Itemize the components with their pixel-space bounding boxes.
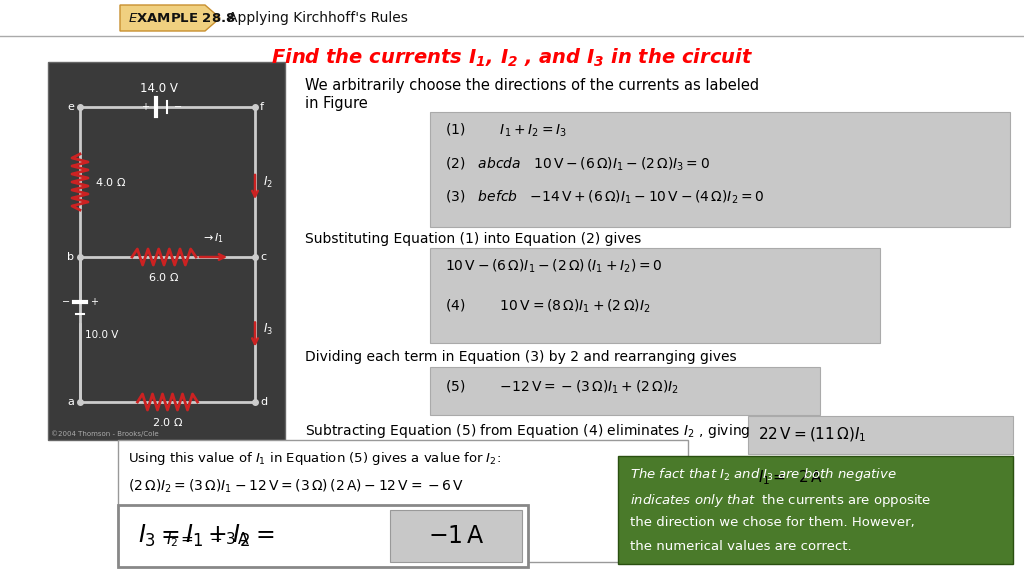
Bar [118, 505, 528, 567]
Text: 4.0 $\Omega$: 4.0 $\Omega$ [95, 176, 126, 188]
Text: Find the currents $\bfit{I}_1$, $\bfit{I}_2$ , and $\bfit{I}_3$ in the circuit: Find the currents $\bfit{I}_1$, $\bfit{I… [271, 47, 753, 69]
Text: The fact that $I_2$ and $I_3$ are both negative: The fact that $I_2$ and $I_3$ are both n… [630, 466, 897, 483]
Text: 2.0 $\Omega$: 2.0 $\Omega$ [152, 416, 183, 428]
Text: (1)        $I_1 + I_2 = I_3$: (1) $I_1 + I_2 = I_3$ [445, 122, 567, 139]
Text: d: d [260, 397, 267, 407]
Text: (4)        $10\,\mathrm{V} = (8\,\Omega)I_1 + (2\,\Omega)I_2$: (4) $10\,\mathrm{V} = (8\,\Omega)I_1 + (… [445, 298, 650, 316]
Bar [48, 62, 285, 440]
Text: $(2\,\Omega)I_2 = (3\,\Omega)I_1 - 12\,\mathrm{V} = (3\,\Omega)\,(2\,\mathrm{A}): $(2\,\Omega)I_2 = (3\,\Omega)I_1 - 12\,\… [128, 478, 464, 495]
Text: a: a [68, 397, 74, 407]
Bar [430, 112, 1010, 227]
Text: $10\,\mathrm{V} - (6\,\Omega)I_1 - (2\,\Omega)\,(I_1 + I_2) = 0$: $10\,\mathrm{V} - (6\,\Omega)I_1 - (2\,\… [445, 258, 663, 275]
Text: 14.0 V: 14.0 V [140, 82, 178, 95]
Text: $I_2$: $I_2$ [263, 175, 273, 190]
Text: (2)   $\mathit{abcda}$   $10\,\mathrm{V} - (6\,\Omega)I_1 - (2\,\Omega)I_3 = 0$: (2) $\mathit{abcda}$ $10\,\mathrm{V} - (… [445, 156, 710, 173]
Text: 10.0 V: 10.0 V [85, 330, 119, 340]
Text: $I_2 =\ \ -3\,\mathrm{A}$: $I_2 =\ \ -3\,\mathrm{A}$ [166, 530, 250, 549]
Text: 6.0 $\Omega$: 6.0 $\Omega$ [148, 271, 179, 283]
Text: Using this value of $I_1$ in Equation (5) gives a value for $I_2$:: Using this value of $I_1$ in Equation (5… [128, 450, 501, 467]
Bar [430, 367, 820, 415]
Text: $I_3$: $I_3$ [263, 322, 273, 337]
Text: $22\,\mathrm{V} = (11\,\Omega)I_1$: $22\,\mathrm{V} = (11\,\Omega)I_1$ [758, 426, 866, 445]
Text: We arbitrarily choose the directions of the currents as labeled: We arbitrarily choose the directions of … [305, 78, 759, 93]
Bar [748, 416, 1013, 454]
Bar [158, 522, 333, 554]
Text: the numerical values are correct.: the numerical values are correct. [630, 540, 852, 553]
Bar [430, 248, 880, 343]
Text: Dividing each term in Equation (3) by 2 and rearranging gives: Dividing each term in Equation (3) by 2 … [305, 350, 736, 364]
Text: the direction we chose for them. However,: the direction we chose for them. However… [630, 516, 914, 529]
Text: b: b [67, 252, 74, 262]
Polygon shape [120, 5, 220, 31]
Text: +: + [140, 102, 148, 112]
Text: $I_1 =\ \ 2\,\mathrm{A}$: $I_1 =\ \ 2\,\mathrm{A}$ [758, 468, 823, 487]
Text: $-1\,\mathrm{A}$: $-1\,\mathrm{A}$ [428, 524, 484, 548]
Text: −: − [174, 102, 182, 112]
Text: ©2004 Thomson - Brooks/Cole: ©2004 Thomson - Brooks/Cole [51, 430, 159, 437]
Text: e: e [68, 102, 74, 112]
Text: +: + [90, 297, 98, 307]
Text: (5)        $-12\,\mathrm{V} = -(3\,\Omega)I_1 + (2\,\Omega)I_2$: (5) $-12\,\mathrm{V} = -(3\,\Omega)I_1 +… [445, 379, 679, 396]
Text: f: f [260, 102, 264, 112]
Text: $\rightarrow I_1$: $\rightarrow I_1$ [202, 231, 224, 245]
Text: Substituting Equation (1) into Equation (2) gives: Substituting Equation (1) into Equation … [305, 232, 641, 246]
Bar [390, 510, 522, 562]
Text: −: − [61, 297, 70, 307]
Text: (3)   $\mathit{befcb}$   $-14\,\mathrm{V} + (6\,\Omega)I_1 - 10\,\mathrm{V} - (4: (3) $\mathit{befcb}$ $-14\,\mathrm{V} + … [445, 189, 765, 206]
Text: c: c [260, 252, 266, 262]
Bar [618, 456, 1013, 564]
Bar [748, 458, 1013, 496]
Text: $\mathit{E}$XAMPLE $\mathbf{28.8}$: $\mathit{E}$XAMPLE $\mathbf{28.8}$ [128, 12, 236, 25]
Text: Applying Kirchhoff's Rules: Applying Kirchhoff's Rules [228, 11, 408, 25]
Text: in Figure: in Figure [305, 96, 368, 111]
Bar [118, 440, 688, 562]
Text: $I_3 = I_1 + I_2 =$: $I_3 = I_1 + I_2 =$ [138, 523, 274, 549]
Text: $\mathit{indicates\ only\ that}$  the currents are opposite: $\mathit{indicates\ only\ that}$ the cur… [630, 492, 932, 509]
Text: Subtracting Equation (5) from Equation (4) eliminates $I_2$ , giving: Subtracting Equation (5) from Equation (… [305, 422, 751, 440]
